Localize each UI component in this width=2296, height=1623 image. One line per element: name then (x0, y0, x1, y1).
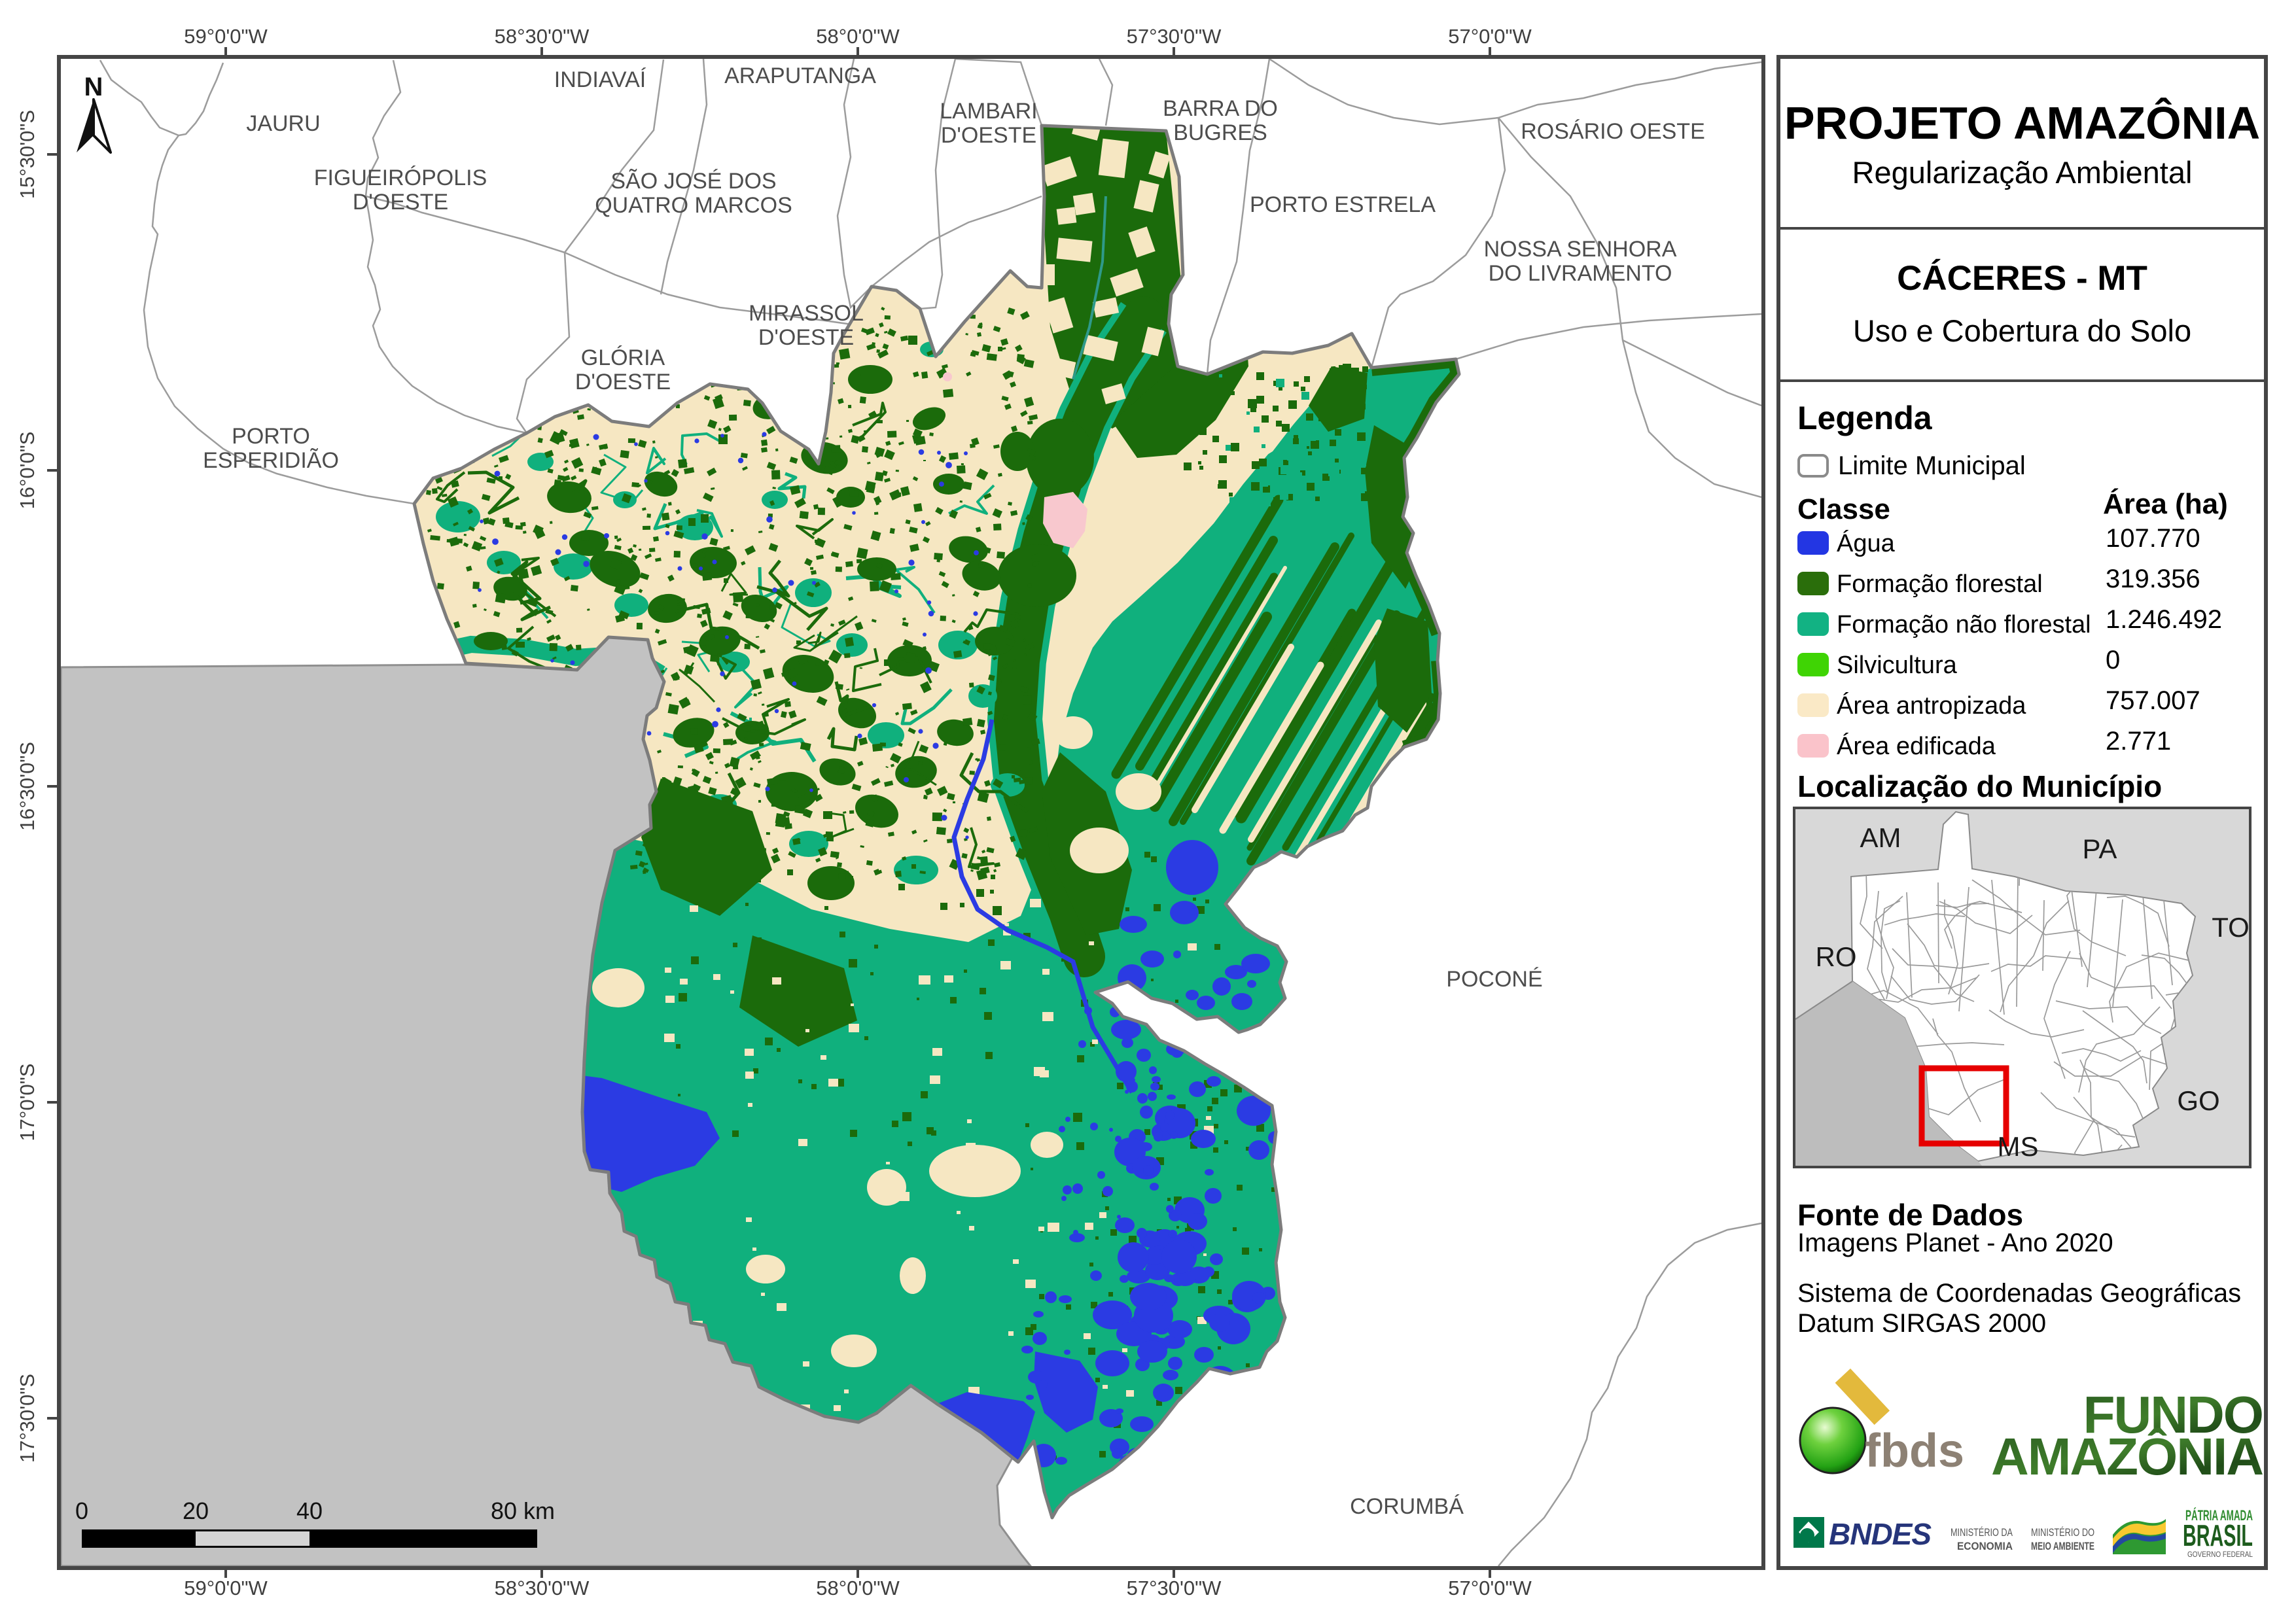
svg-text:57°0'0"W: 57°0'0"W (1448, 1577, 1532, 1599)
svg-text:D'OESTE: D'OESTE (758, 325, 854, 350)
svg-text:0: 0 (75, 1497, 88, 1524)
svg-text:FIGUEIRÓPOLIS: FIGUEIRÓPOLIS (314, 166, 487, 190)
svg-text:AM: AM (1860, 822, 1901, 853)
svg-text:MINISTÉRIO DA: MINISTÉRIO DA (1951, 1526, 2013, 1539)
svg-text:58°30'0"W: 58°30'0"W (495, 1577, 590, 1599)
svg-text:GO: GO (2177, 1085, 2219, 1116)
svg-text:D'OESTE: D'OESTE (353, 190, 448, 215)
svg-text:NOSSA SENHORA: NOSSA SENHORA (1484, 237, 1677, 262)
svg-text:17°30'0"S: 17°30'0"S (16, 1374, 39, 1463)
svg-text:ARAPUTANGA: ARAPUTANGA (724, 63, 876, 88)
svg-text:fbds: fbds (1865, 1425, 1964, 1477)
svg-text:ESPERIDIÃO: ESPERIDIÃO (203, 448, 339, 473)
svg-text:CORUMBÁ: CORUMBÁ (1350, 1494, 1464, 1519)
svg-text:QUATRO MARCOS: QUATRO MARCOS (595, 193, 792, 218)
svg-text:ROSÁRIO OESTE: ROSÁRIO OESTE (1521, 119, 1705, 144)
svg-text:58°30'0"W: 58°30'0"W (495, 25, 590, 48)
svg-text:59°0'0"W: 59°0'0"W (184, 25, 268, 48)
svg-text:MINISTÉRIO DO: MINISTÉRIO DO (2031, 1526, 2094, 1539)
svg-text:58°0'0"W: 58°0'0"W (816, 1577, 900, 1599)
svg-text:JAURU: JAURU (246, 111, 320, 136)
svg-text:MEIO AMBIENTE: MEIO AMBIENTE (2031, 1540, 2094, 1552)
svg-text:15°30'0"S: 15°30'0"S (16, 110, 39, 199)
svg-text:59°0'0"W: 59°0'0"W (184, 1577, 268, 1599)
svg-text:20: 20 (183, 1497, 209, 1524)
svg-text:LAMBARI: LAMBARI (940, 99, 1037, 124)
svg-text:D'OESTE: D'OESTE (575, 370, 671, 394)
svg-text:GOVERNO FEDERAL: GOVERNO FEDERAL (2187, 1550, 2253, 1559)
svg-text:ECONOMIA: ECONOMIA (1957, 1540, 2013, 1552)
svg-text:TO: TO (2212, 912, 2249, 943)
svg-text:BARRA DO: BARRA DO (1163, 96, 1278, 121)
svg-text:INDIAVAÍ: INDIAVAÍ (554, 67, 646, 92)
svg-text:80 km: 80 km (491, 1497, 555, 1524)
svg-text:DO LIVRAMENTO: DO LIVRAMENTO (1489, 261, 1672, 286)
svg-text:AMAZÔNIA: AMAZÔNIA (1991, 1427, 2263, 1486)
svg-text:SÃO JOSÉ DOS: SÃO JOSÉ DOS (610, 169, 776, 194)
svg-text:N: N (84, 73, 103, 101)
svg-text:PA: PA (2083, 833, 2117, 864)
svg-text:58°0'0"W: 58°0'0"W (816, 25, 900, 48)
svg-text:MS: MS (1998, 1131, 2039, 1162)
svg-text:BUGRES: BUGRES (1173, 120, 1267, 145)
svg-text:PÁTRIA AMADA: PÁTRIA AMADA (2185, 1507, 2253, 1524)
svg-text:D'OESTE: D'OESTE (941, 123, 1036, 148)
svg-text:GLÓRIA: GLÓRIA (581, 345, 665, 370)
svg-text:17°0'0"S: 17°0'0"S (16, 1064, 39, 1142)
svg-text:16°0'0"S: 16°0'0"S (16, 432, 39, 510)
svg-text:16°30'0"S: 16°30'0"S (16, 742, 39, 831)
svg-text:BNDES: BNDES (1829, 1517, 1932, 1551)
svg-text:57°30'0"W: 57°30'0"W (1127, 1577, 1222, 1599)
svg-text:PORTO: PORTO (232, 424, 310, 449)
svg-text:40: 40 (296, 1497, 323, 1524)
svg-text:RO: RO (1816, 941, 1857, 972)
svg-text:MIRASSOL: MIRASSOL (749, 301, 864, 326)
svg-text:FUNDO: FUNDO (2083, 1386, 2263, 1444)
svg-text:57°30'0"W: 57°30'0"W (1127, 25, 1222, 48)
svg-text:57°0'0"W: 57°0'0"W (1448, 25, 1532, 48)
svg-text:PORTO ESTRELA: PORTO ESTRELA (1250, 192, 1436, 217)
svg-text:POCONÉ: POCONÉ (1446, 967, 1542, 992)
svg-text:BRASIL: BRASIL (2183, 1518, 2253, 1552)
